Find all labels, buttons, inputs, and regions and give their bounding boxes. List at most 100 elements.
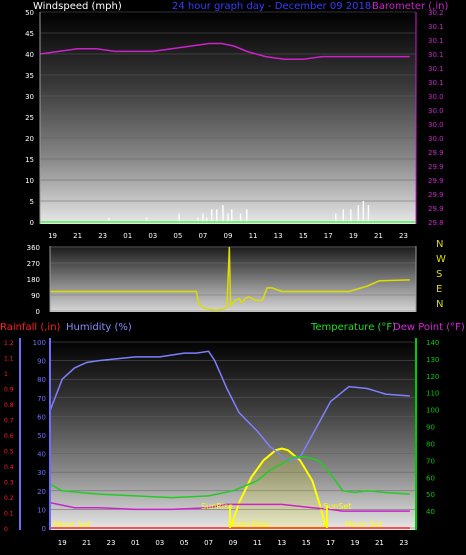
time-tick-label: 21 bbox=[73, 232, 82, 240]
wind-tick-label: 15 bbox=[25, 156, 34, 164]
sunset-label: SunSet bbox=[323, 502, 351, 511]
humidity-tick-label: 20 bbox=[37, 488, 46, 496]
baro-tick-label: 30.1 bbox=[428, 65, 444, 73]
rain-tick-label: 0 bbox=[4, 526, 8, 533]
wind-tick-label: 25 bbox=[25, 114, 34, 122]
time-tick-label: 23 bbox=[98, 232, 107, 240]
wind-tick-label: 50 bbox=[25, 9, 34, 17]
direction-tick-label: 180 bbox=[27, 276, 40, 284]
baro-tick-label: 30.1 bbox=[428, 51, 444, 59]
baro-tick-label: 29.9 bbox=[428, 177, 444, 185]
rain-tick-label: 0.7 bbox=[4, 418, 14, 425]
compass-label: E bbox=[436, 284, 442, 295]
time-tick-label: 07 bbox=[198, 232, 207, 240]
baro-tick-label: 30.0 bbox=[428, 107, 444, 115]
baro-tick-label: 30.1 bbox=[428, 37, 444, 45]
rain-tick-label: 1 bbox=[4, 371, 8, 378]
time-tick-label: 21 bbox=[375, 539, 384, 547]
rain-tick-label: 0.2 bbox=[4, 495, 14, 502]
baro-tick-label: 30.0 bbox=[428, 135, 444, 143]
temperature-tick-label: 50 bbox=[426, 491, 435, 499]
compass-label: N bbox=[436, 239, 443, 250]
temperature-axis-title: Temperature (°F) bbox=[310, 322, 396, 333]
time-tick-label: 17 bbox=[326, 539, 335, 547]
time-tick-label: 15 bbox=[299, 232, 308, 240]
humidity-tick-label: 40 bbox=[37, 451, 46, 459]
direction-tick-label: 270 bbox=[27, 260, 40, 268]
time-tick-label: 11 bbox=[253, 539, 262, 547]
rain-tick-label: 0.4 bbox=[4, 464, 14, 471]
wind-axis-title: Windspeed (mph) bbox=[33, 1, 122, 12]
time-tick-label: 21 bbox=[82, 539, 91, 547]
wind-baro-panel: 0 5 10 15 20 25 30 35 40 45 50 29.8 29.9 29.9 29.9 29.… bbox=[25, 9, 444, 240]
compass-label: S bbox=[436, 269, 442, 280]
baro-tick-label: 29.8 bbox=[428, 219, 444, 227]
time-tick-label: 11 bbox=[249, 232, 258, 240]
time-tick-label: 13 bbox=[274, 232, 283, 240]
rain-tick-label: 0.9 bbox=[4, 387, 14, 394]
moonrise-label: Moon Rise bbox=[228, 520, 269, 529]
baro-tick-label: 29.9 bbox=[428, 205, 444, 213]
temperature-tick-label: 40 bbox=[426, 508, 435, 516]
lower-panel-bg bbox=[50, 338, 416, 530]
time-tick-label: 03 bbox=[155, 539, 164, 547]
temperature-tick-label: 70 bbox=[426, 457, 435, 465]
baro-tick-label: 30.0 bbox=[428, 121, 444, 129]
compass-label: W bbox=[436, 254, 446, 265]
temperature-tick-label: 60 bbox=[426, 474, 435, 482]
wind-tick-label: 20 bbox=[25, 135, 34, 143]
compass-label: N bbox=[436, 299, 443, 310]
humidity-tick-label: 80 bbox=[37, 376, 46, 384]
temperature-line bbox=[49, 456, 410, 499]
time-tick-label: 19 bbox=[58, 539, 67, 547]
humidity-tick-label: 30 bbox=[37, 469, 46, 477]
time-tick-label: 17 bbox=[324, 232, 333, 240]
baro-tick-label: 30.0 bbox=[428, 93, 444, 101]
baro-tick-label: 30.1 bbox=[428, 23, 444, 31]
time-tick-label: 13 bbox=[277, 539, 286, 547]
rain-tick-label: 0.1 bbox=[4, 511, 14, 518]
baro-tick-label: 30.1 bbox=[428, 79, 444, 87]
humidity-tick-label: 60 bbox=[37, 413, 46, 421]
temperature-tick-label: 90 bbox=[426, 424, 435, 432]
time-tick-label: 23 bbox=[107, 539, 116, 547]
wind-tick-label: 5 bbox=[30, 198, 34, 206]
wind-tick-label: 10 bbox=[25, 177, 34, 185]
rain-tick-label: 1.2 bbox=[4, 340, 14, 347]
temperature-tick-label: 140 bbox=[426, 339, 439, 347]
sun-elevation-area bbox=[229, 447, 327, 529]
direction-tick-label: 0 bbox=[36, 308, 40, 316]
time-tick-label: 15 bbox=[302, 539, 311, 547]
temperature-tick-label: 110 bbox=[426, 390, 439, 398]
direction-tick-label: 90 bbox=[31, 292, 40, 300]
wind-tick-label: 45 bbox=[25, 30, 34, 38]
baro-tick-label: 29.9 bbox=[428, 149, 444, 157]
humidity-line bbox=[49, 350, 410, 462]
moonset-right-label: Moon Set bbox=[345, 520, 382, 529]
rain-tick-label: 0.8 bbox=[4, 402, 14, 409]
wind-panel-bg bbox=[40, 12, 416, 224]
rain-tick-label: 0.6 bbox=[4, 433, 14, 440]
wind-tick-label: 35 bbox=[25, 72, 34, 80]
time-tick-label: 07 bbox=[204, 539, 213, 547]
wind-tick-label: 30 bbox=[25, 93, 34, 101]
wind-tick-label: 0 bbox=[30, 219, 34, 227]
humidity-tick-label: 90 bbox=[37, 358, 46, 366]
sunrise-label: SunRise bbox=[201, 502, 233, 511]
wind-tick-label: 40 bbox=[25, 51, 34, 59]
humidity-tick-label: 70 bbox=[37, 395, 46, 403]
time-tick-label: 23 bbox=[399, 539, 408, 547]
temperature-tick-label: 100 bbox=[426, 407, 439, 415]
time-tick-label: 01 bbox=[123, 232, 132, 240]
humidity-tick-label: 0 bbox=[42, 525, 46, 533]
time-tick-label: 21 bbox=[374, 232, 383, 240]
dewpoint-line bbox=[49, 501, 410, 512]
rain-tick-label: 0.5 bbox=[4, 449, 14, 456]
baro-tick-label: 29.9 bbox=[428, 191, 444, 199]
humidity-axis-title: Humidity (%) bbox=[66, 322, 132, 333]
temperature-tick-label: 120 bbox=[426, 373, 439, 381]
wind-direction-line bbox=[50, 246, 410, 311]
humidity-tick-label: 100 bbox=[33, 339, 46, 347]
